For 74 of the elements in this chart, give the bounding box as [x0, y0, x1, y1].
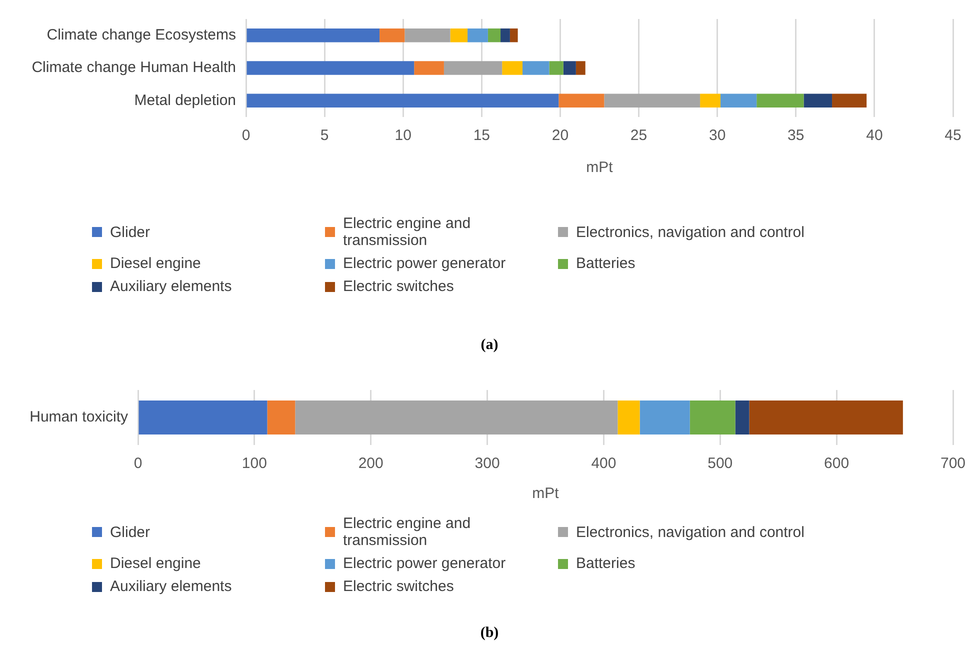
bar: [450, 28, 468, 42]
legend-label: Electric engine and transmission: [342, 515, 472, 549]
y-tick-label: Human toxicity: [30, 408, 128, 426]
x-axis-title: mPt: [586, 159, 614, 176]
bar: [735, 400, 750, 435]
bar: [502, 61, 523, 75]
x-tick-label: 40: [866, 127, 883, 144]
bar: [522, 61, 550, 75]
bar: [700, 94, 720, 108]
bar: [414, 61, 444, 75]
x-tick-label: 0: [242, 127, 250, 144]
bar: [832, 94, 867, 108]
x-tick-label: 15: [473, 127, 490, 144]
legend-label: Glider: [110, 224, 150, 240]
bar: [380, 28, 405, 42]
bar: [618, 400, 640, 435]
bar: [488, 28, 501, 42]
legend-label: Electric switches: [343, 578, 454, 595]
x-tick-label: 45: [944, 127, 962, 144]
text: (b): [479, 625, 500, 643]
x-tick-label: 20: [552, 127, 569, 144]
x-tick-label: 200: [358, 455, 384, 472]
legend-label: Electric power generator: [343, 555, 506, 572]
bar: [720, 94, 757, 108]
x-tick-label: 500: [708, 455, 733, 472]
bar: [690, 400, 736, 435]
bar: [295, 400, 618, 435]
x-tick-label: 700: [940, 455, 966, 472]
x-tick-label: 400: [591, 455, 616, 472]
y-tick-label: Climate change Human Health: [32, 59, 236, 76]
x-tick-label: 0: [134, 455, 142, 472]
legend-label: Batteries: [576, 555, 636, 572]
bar: [138, 400, 268, 435]
bar: [267, 400, 296, 435]
bar: [510, 28, 518, 42]
legend-label: Auxiliary elements: [110, 278, 232, 295]
legend-label: Electric switches: [343, 278, 454, 295]
bar: [804, 94, 832, 108]
x-tick-label: 600: [824, 455, 850, 472]
legend-label: Electronics, navigation and control: [576, 224, 804, 240]
x-tick-label: 5: [320, 127, 329, 144]
bar: [640, 400, 690, 435]
bar: [563, 61, 576, 75]
bar: [468, 28, 488, 42]
legend-label: Electric engine and transmission: [342, 215, 472, 249]
bar: [749, 400, 903, 435]
bar: [444, 61, 502, 75]
text: (a): [480, 337, 500, 355]
x-tick-label: 35: [788, 127, 804, 144]
x-tick-label: 30: [708, 127, 726, 144]
legend-label: Batteries: [576, 255, 636, 272]
legend-label: Glider: [110, 524, 150, 540]
bar: [246, 94, 559, 108]
bar: [404, 28, 450, 42]
y-tick-label: Metal depletion: [134, 92, 236, 109]
y-tick-label: Climate change Ecosystems: [46, 26, 236, 44]
legend-label: Diesel engine: [110, 255, 201, 272]
legend-label: Electronics, navigation and control: [576, 524, 804, 540]
bar: [549, 61, 564, 75]
legend-label: Electric power generator: [343, 255, 506, 272]
bar: [604, 94, 700, 108]
x-tick-label: 100: [242, 455, 267, 472]
legend-label: Auxiliary elements: [110, 578, 232, 595]
legend-label: Diesel engine: [110, 555, 201, 572]
x-tick-label: 25: [630, 127, 648, 144]
bar: [558, 94, 604, 108]
x-tick-label: 10: [394, 127, 412, 144]
bar: [756, 94, 804, 108]
bar: [246, 61, 414, 75]
x-axis-title: mPt: [532, 485, 560, 502]
bar: [576, 61, 586, 75]
x-tick-label: 300: [474, 455, 500, 472]
bar: [246, 28, 380, 42]
bar: [500, 28, 510, 42]
